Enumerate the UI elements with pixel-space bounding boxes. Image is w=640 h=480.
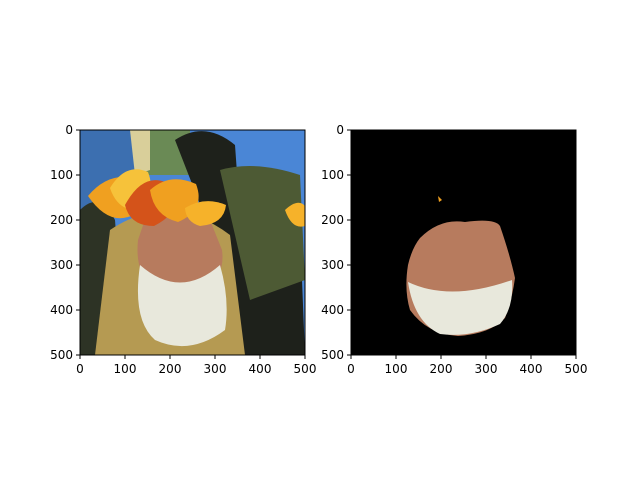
right-axes-frame: [350, 129, 577, 356]
beard: [137, 265, 227, 347]
left-x-tick-label: 0: [76, 362, 84, 376]
camouflage: [220, 166, 305, 300]
right-x-tick-label: 300: [475, 362, 498, 376]
right-x-tick-label: 0: [347, 362, 355, 376]
left-y-tick-label: 500: [50, 348, 73, 362]
left-x-tick-label: 100: [114, 362, 137, 376]
left-y-tick-label: 400: [50, 303, 73, 317]
right-x-tick-label: 500: [565, 362, 588, 376]
right-y-tick-label: 300: [321, 258, 344, 272]
left-x-tick-label: 500: [294, 362, 317, 376]
right-y-tick-label: 500: [321, 348, 344, 362]
right-y-tick-label: 200: [321, 213, 344, 227]
leaves: [88, 169, 305, 227]
right-y-tick-label: 400: [321, 303, 344, 317]
flag-light: [130, 130, 150, 175]
left-y-tick-label: 0: [65, 123, 73, 137]
right-image: [351, 130, 576, 355]
right-y-tick-label: 100: [321, 168, 344, 182]
right-x-tick-label: 200: [430, 362, 453, 376]
left-x-tick-label: 200: [159, 362, 182, 376]
left-x-tick-label: 400: [249, 362, 272, 376]
right-x-tick-label: 400: [520, 362, 543, 376]
masked-leaf-fragment: [438, 196, 442, 202]
masked-beard: [408, 280, 513, 335]
right-x-tick-label: 100: [385, 362, 408, 376]
right-y-tick-label: 0: [336, 123, 344, 137]
left-y-tick-label: 100: [50, 168, 73, 182]
left-y-tick-label: 200: [50, 213, 73, 227]
left-axes-frame: [79, 129, 306, 356]
left-image: [80, 130, 305, 355]
left-x-tick-label: 300: [204, 362, 227, 376]
left-y-tick-label: 300: [50, 258, 73, 272]
